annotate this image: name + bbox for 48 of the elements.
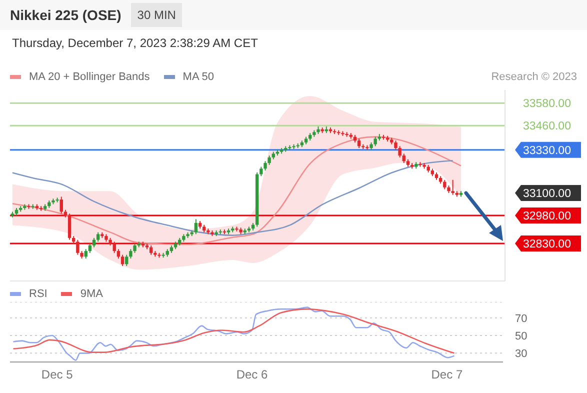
y-tick-label: 50 — [515, 330, 528, 343]
candlestick — [394, 140, 398, 150]
candlestick — [60, 196, 63, 214]
legend-label: MA 20 + Bollinger Bands — [29, 71, 150, 83]
line-series — [12, 308, 455, 354]
x-tick-label: Dec 7 — [431, 368, 463, 382]
legend-label: RSI — [29, 288, 48, 300]
legend-label: 9MA — [80, 288, 103, 300]
chart-title: Nikkei 225 (OSE) — [10, 7, 122, 23]
y-tick-label: 70 — [515, 312, 528, 325]
candlestick — [76, 239, 80, 256]
candlestick — [84, 248, 88, 260]
candlestick — [112, 241, 116, 254]
candlestick — [357, 138, 361, 149]
candlestick — [133, 243, 136, 254]
candlestick — [96, 232, 100, 242]
candlestick — [374, 136, 377, 147]
x-tick-label: Dec 6 — [236, 368, 268, 382]
legend-label: MA 50 — [182, 71, 214, 83]
candlestick — [398, 146, 402, 158]
candlestick — [68, 213, 72, 240]
candlestick — [116, 248, 120, 260]
candlestick — [129, 248, 132, 260]
y-tick-label: 32980.00 — [523, 210, 571, 222]
candlestick — [264, 160, 267, 172]
candlestick — [194, 218, 198, 235]
y-tick-label: 33330.00 — [523, 144, 571, 157]
candlestick — [120, 254, 124, 267]
candlestick — [149, 244, 153, 256]
candlestick — [402, 153, 406, 164]
text: 30 MIN — [131, 3, 182, 27]
line-series — [12, 136, 462, 246]
line-series — [12, 160, 454, 236]
candlestick — [268, 155, 271, 166]
y-tick-label: 32830.00 — [523, 238, 571, 251]
candlestick — [92, 237, 96, 248]
candlestick — [125, 254, 128, 267]
candlestick — [88, 243, 92, 254]
line-series — [12, 306, 455, 361]
y-tick-label: 33100.00 — [523, 188, 571, 200]
y-tick-label: 30 — [515, 348, 528, 360]
y-tick-label: 33580.00 — [523, 98, 571, 110]
candlestick — [451, 179, 454, 196]
y-tick-label: 33460.00 — [523, 120, 571, 133]
x-tick-label: Dec 5 — [41, 368, 74, 382]
candlestick — [443, 179, 446, 190]
chart-subtitle: Thursday, December 7, 2023 2:38:29 AM CET — [11, 35, 259, 52]
text: Research © 2023 — [491, 71, 577, 83]
